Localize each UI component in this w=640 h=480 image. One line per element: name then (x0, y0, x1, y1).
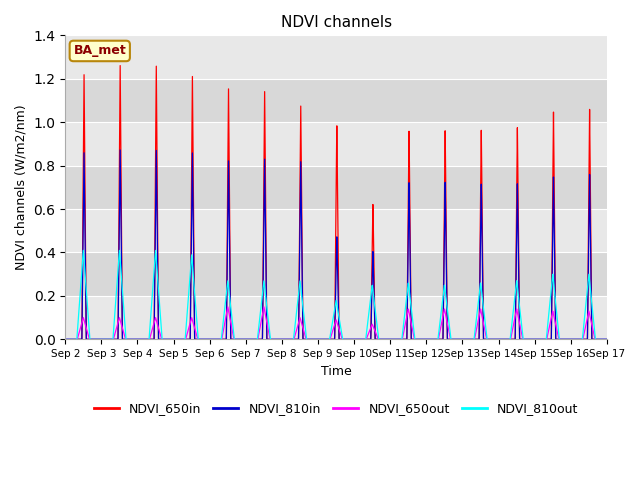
NDVI_810in (603, 336, 611, 342)
NDVI_650in (603, 336, 611, 342)
NDVI_810out (172, 336, 179, 342)
NDVI_810in (61, 336, 69, 342)
Bar (65, 209, 607, 252)
NDVI_650out (172, 336, 179, 342)
NDVI_650in (411, 336, 419, 342)
Bar (65, 36, 607, 79)
NDVI_650out (601, 336, 609, 342)
NDVI_810in (264, 336, 272, 342)
NDVI_810out (61, 336, 69, 342)
Title: NDVI channels: NDVI channels (280, 15, 392, 30)
NDVI_650in (61, 336, 69, 342)
NDVI_810out (488, 336, 495, 342)
NDVI_650in (601, 336, 609, 342)
NDVI_650out (61, 336, 69, 342)
Line: NDVI_810out: NDVI_810out (65, 251, 607, 339)
Legend: NDVI_650in, NDVI_810in, NDVI_650out, NDVI_810out: NDVI_650in, NDVI_810in, NDVI_650out, NDV… (88, 397, 584, 420)
Line: NDVI_650in: NDVI_650in (65, 66, 607, 339)
Bar (65, 252, 607, 296)
NDVI_650in (264, 336, 272, 342)
NDVI_650out (177, 336, 185, 342)
NDVI_810in (116, 147, 124, 153)
NDVI_810in (177, 336, 185, 342)
Line: NDVI_650out: NDVI_650out (65, 307, 607, 339)
Bar (65, 79, 607, 122)
NDVI_810out (177, 336, 185, 342)
NDVI_810out (601, 336, 609, 342)
NDVI_650out (411, 336, 419, 342)
NDVI_650in (488, 336, 495, 342)
Bar (65, 296, 607, 339)
NDVI_810in (601, 336, 609, 342)
NDVI_650in (116, 63, 124, 69)
NDVI_650out (488, 336, 495, 342)
Line: NDVI_810in: NDVI_810in (65, 150, 607, 339)
NDVI_810out (603, 336, 611, 342)
NDVI_810in (172, 336, 179, 342)
X-axis label: Time: Time (321, 365, 351, 378)
NDVI_810out (411, 336, 419, 342)
Y-axis label: NDVI channels (W/m2/nm): NDVI channels (W/m2/nm) (15, 105, 28, 270)
NDVI_810in (411, 336, 419, 342)
NDVI_810out (264, 316, 272, 322)
Bar (65, 166, 607, 209)
NDVI_650out (264, 326, 272, 332)
Text: BA_met: BA_met (74, 45, 126, 58)
NDVI_810in (488, 336, 495, 342)
NDVI_650in (172, 336, 179, 342)
NDVI_650in (177, 336, 185, 342)
NDVI_810out (79, 248, 87, 253)
NDVI_650out (603, 336, 611, 342)
NDVI_650out (224, 304, 232, 310)
Bar (65, 122, 607, 166)
